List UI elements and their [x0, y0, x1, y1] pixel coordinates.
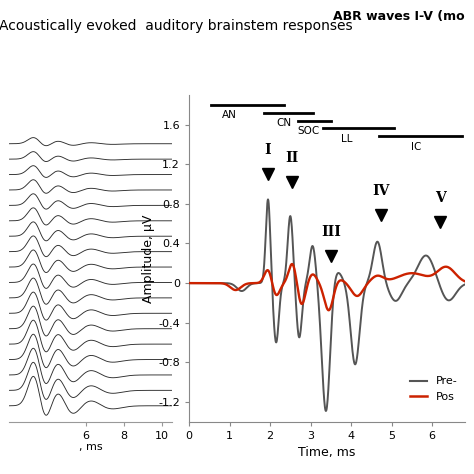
Pre-: [203, 280, 209, 286]
Line: Pos: Pos: [189, 264, 465, 310]
Text: V: V: [435, 191, 446, 205]
Text: III: III: [321, 226, 341, 239]
X-axis label: , ms: , ms: [79, 442, 102, 452]
Text: II: II: [286, 151, 299, 165]
Legend: Pre-, Pos: Pre-, Pos: [406, 372, 462, 407]
Text: Acoustically evoked  auditory brainstem responses: Acoustically evoked auditory brainstem r…: [0, 19, 352, 33]
Pos: [347, 285, 353, 291]
Text: ABR waves I-V (mo: ABR waves I-V (mo: [333, 10, 465, 23]
Pre-: [347, 319, 353, 324]
Pre-: [265, 197, 271, 202]
Text: SOC: SOC: [297, 126, 319, 136]
Text: I: I: [264, 143, 271, 157]
Pos: [203, 280, 209, 286]
Pos: [363, 284, 368, 290]
Text: IC: IC: [410, 142, 421, 152]
Pre-: [424, 253, 430, 259]
Pre-: [354, 355, 360, 361]
Pos: [396, 274, 401, 280]
Text: IV: IV: [373, 184, 390, 198]
Pos: [326, 308, 331, 313]
X-axis label: Time, ms: Time, ms: [298, 447, 356, 459]
Text: LL: LL: [341, 134, 353, 144]
Y-axis label: Amplitude, μV: Amplitude, μV: [143, 214, 155, 302]
Pos: [354, 293, 360, 299]
Pre-: [396, 296, 401, 301]
Pre-: [363, 285, 368, 291]
Text: AN: AN: [222, 110, 237, 120]
Pos: [289, 261, 295, 267]
Pre-: [323, 408, 329, 414]
Pos: [424, 273, 430, 279]
Text: CN: CN: [277, 118, 292, 128]
Pos: [462, 278, 467, 284]
Pre-: [462, 282, 467, 287]
Pos: [186, 280, 192, 286]
Pre-: [186, 280, 192, 286]
Line: Pre-: Pre-: [189, 200, 465, 411]
